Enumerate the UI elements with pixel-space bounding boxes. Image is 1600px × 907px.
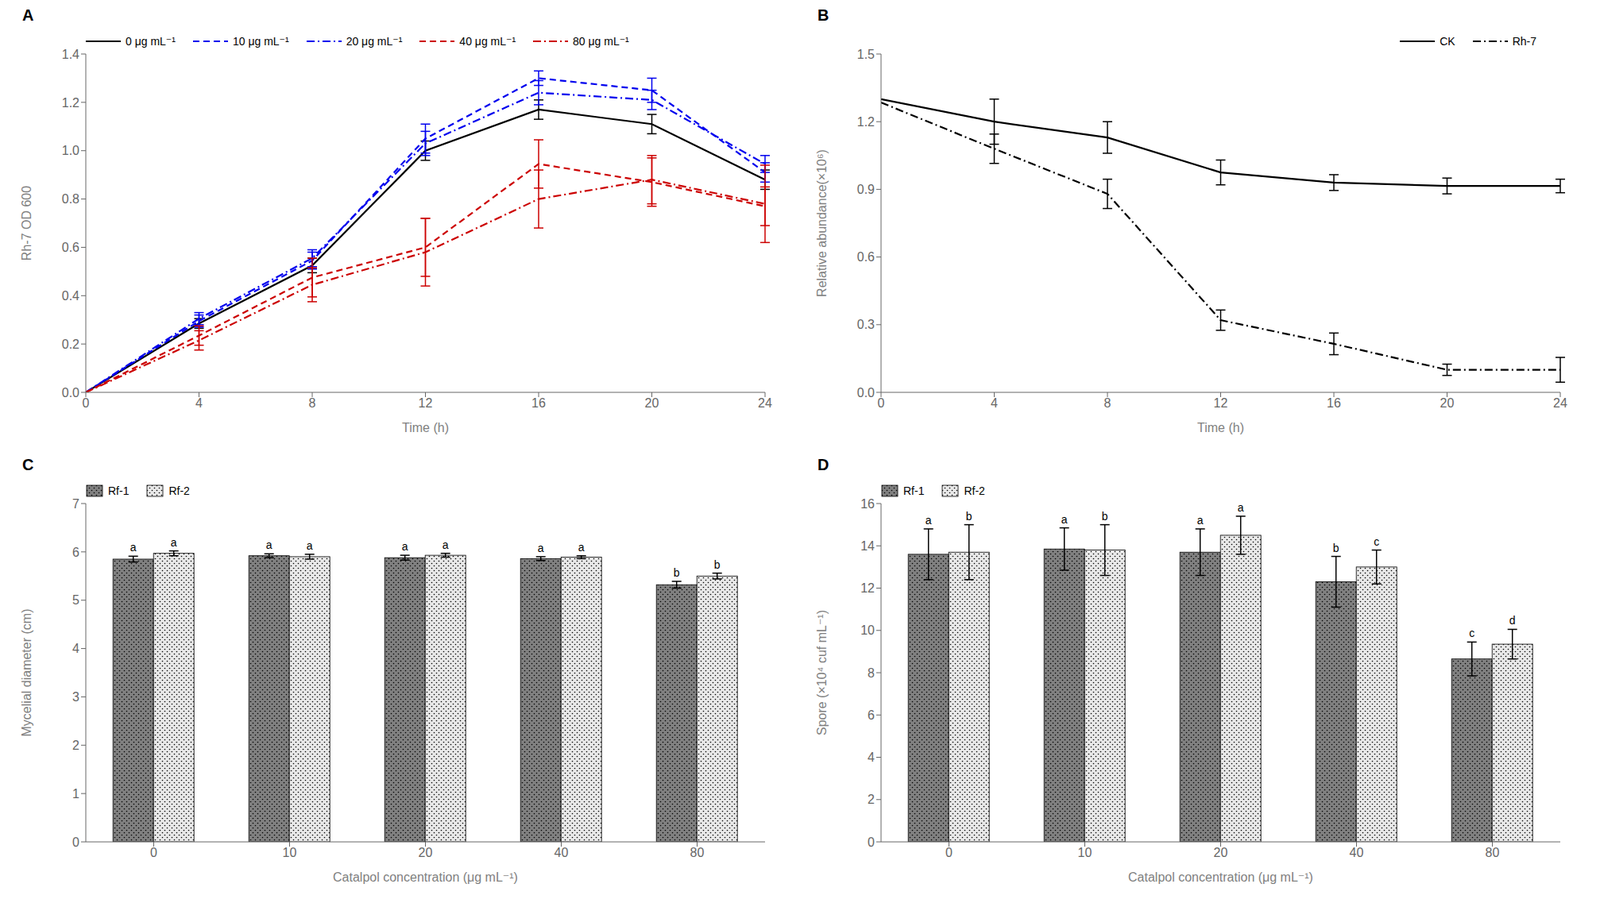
html-text:Rh-7: Rh-7 <box>1512 34 1537 48</box>
svg-text:c: c <box>1468 626 1475 640</box>
svg-text:80: 80 <box>1485 846 1500 860</box>
svg-text:0.6: 0.6 <box>857 250 875 264</box>
svg-text:1.4: 1.4 <box>61 47 80 62</box>
svg-text:10: 10 <box>282 846 298 860</box>
html-text:Rf-2: Rf-2 <box>168 484 190 498</box>
svg-text:4: 4 <box>72 641 80 656</box>
html-text:CK: CK <box>1439 34 1456 48</box>
svg-text:1.0: 1.0 <box>61 143 80 158</box>
svg-text:0: 0 <box>867 835 875 850</box>
svg-text:4: 4 <box>990 396 998 410</box>
svg-text:1.2: 1.2 <box>857 115 875 129</box>
svg-text:80: 80 <box>690 846 705 860</box>
svg-text:0.3: 0.3 <box>857 317 875 332</box>
svg-text:0: 0 <box>945 846 953 860</box>
svg-text:a: a <box>442 538 449 552</box>
svg-text:8: 8 <box>1104 396 1112 410</box>
svg-text:20: 20 <box>418 846 433 860</box>
svg-text:40: 40 <box>1349 846 1365 860</box>
html-text:B: B <box>817 6 829 24</box>
svg-text:0: 0 <box>82 396 90 410</box>
svg-text:8: 8 <box>309 396 317 410</box>
svg-text:a: a <box>537 541 545 555</box>
svg-text:24: 24 <box>1553 396 1568 410</box>
html-text:80 μg mL⁻¹: 80 μg mL⁻¹ <box>572 34 630 48</box>
svg-text:1.2: 1.2 <box>61 96 80 110</box>
svg-text:7: 7 <box>72 497 80 511</box>
svg-text:0.4: 0.4 <box>61 289 80 303</box>
svg-text:Catalpol concentration (μg mL⁻: Catalpol concentration (μg mL⁻¹) <box>332 870 518 885</box>
html-text:10 μg mL⁻¹: 10 μg mL⁻¹ <box>232 34 289 48</box>
html-text:20 μg mL⁻¹: 20 μg mL⁻¹ <box>346 34 403 48</box>
html-text:Rf-1: Rf-1 <box>108 484 130 498</box>
svg-text:Rh-7 OD 600: Rh-7 OD 600 <box>19 185 34 261</box>
svg-text:12: 12 <box>1213 396 1229 410</box>
svg-text:1: 1 <box>72 787 80 801</box>
svg-text:a: a <box>266 538 273 552</box>
svg-text:1.5: 1.5 <box>857 47 875 62</box>
svg-text:12: 12 <box>860 581 875 596</box>
svg-text:14: 14 <box>860 539 875 553</box>
svg-text:4: 4 <box>867 750 875 765</box>
svg-text:10: 10 <box>860 623 875 638</box>
svg-text:40: 40 <box>554 846 569 860</box>
svg-text:0: 0 <box>150 846 158 860</box>
html-text:0 μg mL⁻¹: 0 μg mL⁻¹ <box>125 34 176 48</box>
svg-text:a: a <box>578 541 585 554</box>
svg-text:0.6: 0.6 <box>61 240 80 255</box>
svg-text:0.2: 0.2 <box>61 337 80 352</box>
svg-text:a: a <box>306 539 314 553</box>
svg-text:10: 10 <box>1078 846 1093 860</box>
svg-text:a: a <box>1237 503 1245 515</box>
svg-text:6: 6 <box>72 545 80 560</box>
html-text:C: C <box>22 456 34 474</box>
svg-text:a: a <box>1197 514 1204 527</box>
svg-text:Mycelial diameter (cm): Mycelial diameter (cm) <box>19 609 34 738</box>
svg-text:16: 16 <box>860 497 875 511</box>
svg-text:0: 0 <box>72 835 80 850</box>
html-text:D: D <box>817 456 829 474</box>
svg-text:b: b <box>1333 541 1340 555</box>
svg-text:16: 16 <box>1326 396 1342 410</box>
svg-text:4: 4 <box>195 396 203 410</box>
svg-text:c: c <box>1373 535 1380 549</box>
svg-text:Relative abundance(×10⁶): Relative abundance(×10⁶) <box>815 149 829 298</box>
svg-text:20: 20 <box>645 396 660 410</box>
svg-text:a: a <box>130 541 137 554</box>
svg-text:0.0: 0.0 <box>857 386 875 400</box>
svg-text:12: 12 <box>418 396 433 410</box>
svg-text:a: a <box>170 536 178 549</box>
svg-text:a: a <box>401 540 409 553</box>
svg-text:Catalpol concentration (μg mL⁻: Catalpol concentration (μg mL⁻¹) <box>1128 870 1314 885</box>
svg-text:a: a <box>1061 513 1068 526</box>
svg-text:0.8: 0.8 <box>61 192 80 206</box>
svg-text:0.9: 0.9 <box>857 182 875 197</box>
svg-text:Spore (×10⁴ cuf mL⁻¹): Spore (×10⁴ cuf mL⁻¹) <box>815 610 829 736</box>
svg-text:5: 5 <box>72 593 80 607</box>
svg-text:6: 6 <box>867 708 875 723</box>
html-text:Rf-2: Rf-2 <box>964 484 986 498</box>
svg-text:2: 2 <box>867 792 875 807</box>
svg-text:8: 8 <box>867 666 875 681</box>
svg-text:b: b <box>966 510 973 523</box>
html-text:A: A <box>22 6 34 24</box>
svg-text:d: d <box>1509 614 1516 627</box>
svg-text:0: 0 <box>877 396 886 410</box>
svg-text:16: 16 <box>531 396 546 410</box>
svg-text:a: a <box>925 514 932 527</box>
svg-text:Time (h): Time (h) <box>401 421 449 435</box>
svg-text:b: b <box>1101 510 1109 523</box>
svg-text:24: 24 <box>757 396 773 410</box>
svg-text:2: 2 <box>72 738 80 753</box>
html-text:40 μg mL⁻¹: 40 μg mL⁻¹ <box>459 34 516 48</box>
svg-text:Time (h): Time (h) <box>1197 421 1245 435</box>
svg-text:20: 20 <box>1440 396 1455 410</box>
svg-text:b: b <box>673 566 681 580</box>
svg-text:3: 3 <box>72 690 80 704</box>
svg-text:20: 20 <box>1213 846 1229 860</box>
svg-text:b: b <box>714 558 721 572</box>
svg-text:0.0: 0.0 <box>61 386 80 400</box>
html-text:Rf-1: Rf-1 <box>903 484 925 498</box>
